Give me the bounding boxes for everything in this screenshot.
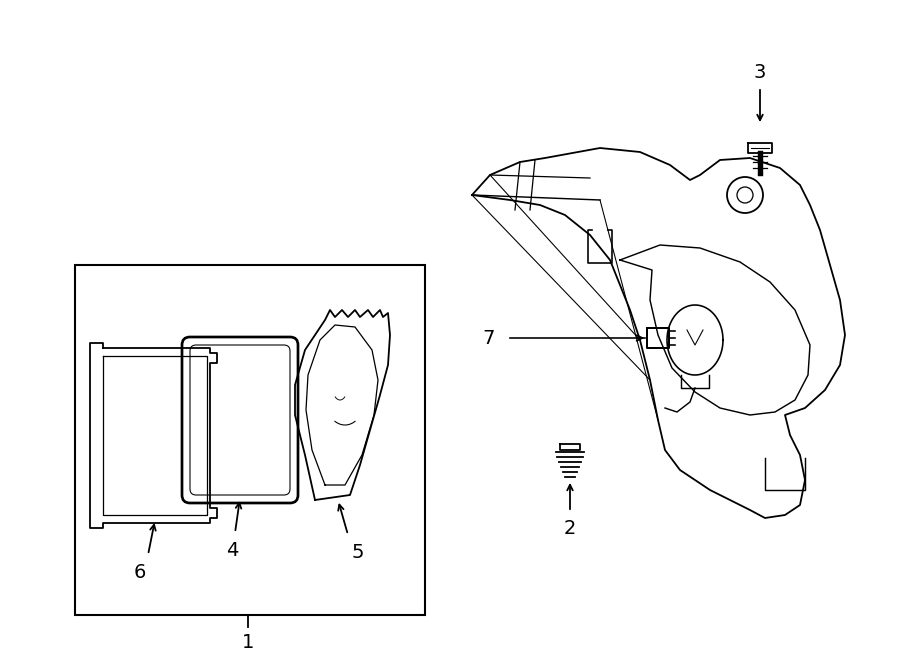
Text: 2: 2	[563, 518, 576, 537]
Text: 3: 3	[754, 63, 766, 83]
Text: 4: 4	[226, 541, 239, 559]
Text: 5: 5	[352, 543, 365, 561]
Text: 7: 7	[482, 329, 495, 348]
Text: 6: 6	[134, 563, 146, 582]
Text: 1: 1	[242, 633, 254, 652]
Bar	[75, 265, 425, 615]
